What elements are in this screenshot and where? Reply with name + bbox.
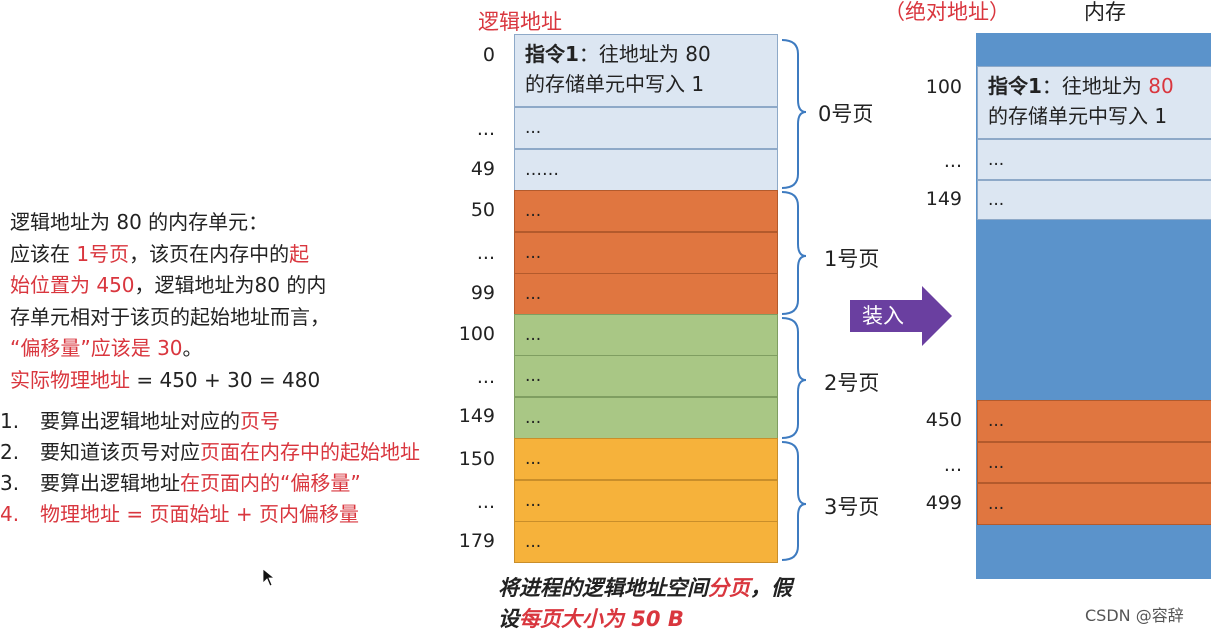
absolute-address-title: （绝对地址） — [884, 0, 1010, 24]
logical-addr: 150 — [458, 448, 495, 470]
memory-cell: ... — [977, 139, 1211, 180]
memory-cell: ... — [514, 232, 778, 274]
step-2: 2. 要知道该页号对应页面在内存中的起始地址 — [0, 440, 420, 464]
explanation-line-4: 存单元相对于该页的起始地址而言， — [10, 304, 330, 329]
logical-address-title: 逻辑地址 — [478, 10, 562, 34]
load-arrow-icon — [850, 286, 952, 346]
memory-cell: ... — [977, 442, 1211, 483]
logical-addr: 0 — [482, 44, 495, 66]
explanation-line-1: 逻辑地址为 80 的内存单元： — [10, 210, 269, 234]
page-label-1: 1号页 — [824, 247, 880, 271]
logical-addr: ... — [476, 118, 495, 140]
memory-cell: ... — [514, 190, 778, 232]
page-braces — [781, 39, 807, 561]
step-4: 4. 物理地址 = 页面始址 + 页内偏移量 — [0, 502, 359, 526]
memory-instruction-cell: 指令1：往地址为 80 的存储单元中写入 1 — [977, 66, 1211, 139]
page-label-2: 2号页 — [824, 371, 880, 395]
brace-page-2 — [781, 317, 807, 439]
load-arrow-label: 装入 — [862, 304, 904, 328]
logical-addr: ... — [476, 491, 495, 513]
brace-page-1 — [781, 191, 807, 315]
explanation-line-6: 实际物理地址 = 450 + 30 = 480 — [10, 367, 321, 392]
page-label-0: 0号页 — [818, 102, 874, 126]
explanation-line-2: 应该在 1号页，该页在内存中的起 — [10, 241, 310, 266]
logical-addr: 100 — [458, 323, 495, 345]
memory-title: 内存 — [1084, 0, 1126, 24]
brace-page-3 — [781, 441, 807, 561]
explanation-line-3: 始位置为 450，逻辑地址为80 的内 — [10, 273, 327, 297]
logical-addr: 99 — [470, 282, 495, 304]
physical-addr: 499 — [925, 492, 962, 514]
memory-cell: …… — [514, 149, 778, 191]
logical-addr: 179 — [458, 530, 495, 552]
memory-cell: ... — [977, 483, 1211, 525]
step-3: 3. 要算出逻辑地址在页面内的“偏移量” — [0, 471, 361, 495]
logical-addr: ... — [476, 366, 495, 388]
memory-cell: ... — [514, 397, 778, 439]
memory-cell: ... — [514, 314, 778, 356]
memory-cell: ... — [514, 480, 778, 522]
watermark: CSDN @容辞 — [1085, 606, 1184, 625]
physical-addr: ... — [943, 454, 962, 476]
physical-addr: 450 — [925, 409, 962, 431]
physical-addr: 149 — [925, 188, 962, 210]
caption: 将进程的逻辑地址空间分页，假设每页大小为 50 B — [498, 576, 792, 631]
page-label-3: 3号页 — [824, 495, 880, 519]
memory-cell: ... — [514, 273, 778, 315]
steps-list: 1. 要算出逻辑地址对应的页号 2. 要知道该页号对应页面在内存中的起始地址 3… — [0, 406, 440, 530]
step-1: 1. 要算出逻辑地址对应的页号 — [0, 409, 280, 433]
memory-cell: ... — [977, 400, 1211, 442]
instruction-cell: 指令1：往地址为 80 的存储单元中写入 1 — [514, 34, 778, 107]
explanation-paragraph: 逻辑地址为 80 的内存单元： 应该在 1号页，该页在内存中的起 始位置为 45… — [10, 207, 440, 396]
memory-cell: ... — [977, 180, 1211, 220]
explanation-line-5: “偏移量”应该是 30。 — [10, 336, 203, 360]
memory-cell: ... — [514, 107, 778, 149]
mouse-cursor-icon — [262, 568, 276, 587]
logical-addr: 50 — [470, 199, 495, 221]
physical-addr: 100 — [925, 76, 962, 98]
memory-cell: ... — [514, 521, 778, 563]
memory-cell: ... — [514, 355, 778, 397]
physical-addr: ... — [943, 150, 962, 172]
memory-cell: ... — [514, 438, 778, 480]
logical-addr: 149 — [458, 405, 495, 427]
logical-addr: ... — [476, 242, 495, 264]
logical-addr: 49 — [470, 158, 495, 180]
brace-page-0 — [781, 39, 807, 189]
